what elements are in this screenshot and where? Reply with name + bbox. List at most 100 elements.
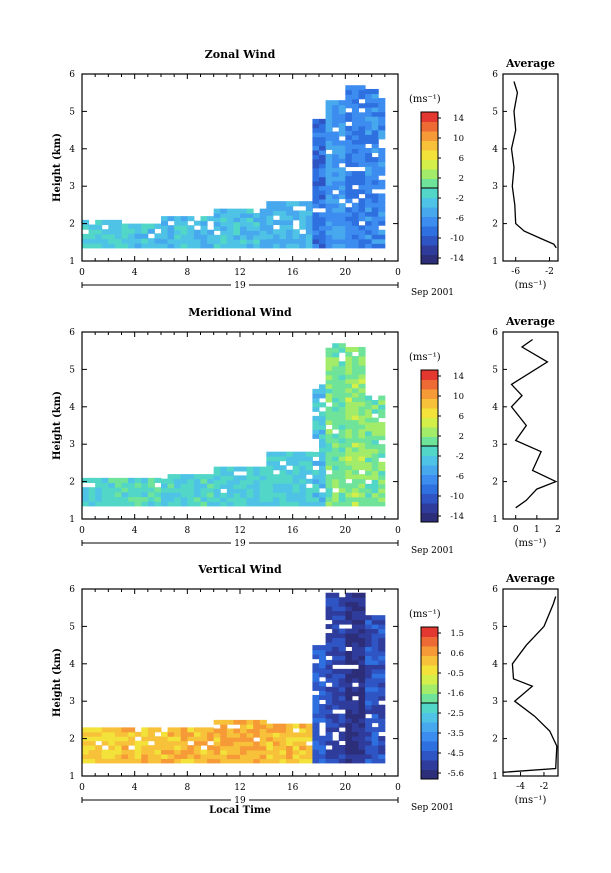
- heatmap-cell: [240, 724, 248, 730]
- heatmap-cell: [325, 731, 333, 737]
- heatmap-cell: [154, 749, 162, 755]
- heatmap-cell: [365, 193, 373, 199]
- heatmap-cell: [299, 456, 307, 462]
- heatmap-cell: [312, 239, 320, 244]
- heatmap-cell: [365, 483, 373, 489]
- heatmap-cell: [345, 700, 353, 706]
- heatmap-cell: [286, 460, 294, 466]
- heatmap-cell: [332, 615, 340, 621]
- heatmap-cell: [319, 433, 327, 439]
- heatmap-cell: [332, 144, 340, 150]
- heatmap-cell: [325, 158, 333, 164]
- heatmap-cell: [325, 221, 333, 227]
- heatmap-cell: [365, 430, 373, 436]
- heatmap-cell: [95, 219, 103, 226]
- colorbar-swatch: [421, 741, 438, 751]
- heatmap-cell: [88, 736, 96, 742]
- heatmap-cell: [371, 659, 379, 665]
- heatmap-cell: [325, 478, 333, 484]
- heatmap-cell: [338, 388, 346, 394]
- heatmap-cell: [338, 731, 346, 737]
- colorbar-swatch: [421, 693, 438, 704]
- heatmap-cell: [167, 225, 175, 231]
- heatmap-cell: [200, 220, 208, 226]
- heatmap-cell: [134, 740, 142, 746]
- heatmap-cell: [371, 107, 379, 113]
- heatmap-cell: [95, 727, 103, 733]
- heatmap-cell: [266, 215, 274, 221]
- colorbar-tick-label: -6: [456, 214, 464, 224]
- heatmap-cell: [312, 158, 320, 164]
- heatmap-cell: [365, 238, 373, 244]
- heatmap-cell: [246, 208, 254, 214]
- average-y-tick-label: 3: [492, 697, 498, 707]
- heatmap-cell: [358, 628, 366, 634]
- heatmap-cell: [371, 709, 379, 715]
- heatmap-cell: [365, 426, 373, 432]
- heatmap-cell: [193, 740, 201, 746]
- heatmap-cell: [246, 745, 254, 751]
- heatmap-cell: [312, 433, 320, 439]
- heatmap-cell: [114, 745, 122, 751]
- heatmap-cell: [299, 469, 307, 475]
- heatmap-cell: [345, 134, 353, 140]
- heatmap-cell: [240, 239, 248, 245]
- heatmap-cell: [207, 731, 215, 737]
- x-tick-label: 0: [79, 268, 85, 278]
- heatmap-cell: [358, 148, 366, 154]
- heatmap-cell: [108, 243, 116, 249]
- heatmap-cell: [345, 722, 353, 728]
- heatmap-cell: [351, 740, 359, 746]
- heatmap-cell: [338, 744, 346, 750]
- y-tick-label: 4: [69, 660, 75, 670]
- heatmap-cell: [128, 477, 136, 484]
- heatmap-cell: [312, 118, 320, 124]
- heatmap-cell: [240, 741, 248, 747]
- heatmap-cell: [200, 487, 208, 493]
- heatmap-cell: [292, 243, 300, 249]
- heatmap-cell: [259, 745, 267, 751]
- heatmap-cell: [378, 488, 386, 494]
- heatmap-cell: [174, 238, 182, 244]
- heatmap-cell: [332, 379, 340, 385]
- heatmap-cell: [371, 170, 379, 176]
- heatmap-cell: [174, 754, 182, 759]
- heatmap-cell: [345, 619, 353, 625]
- heatmap-cell: [378, 642, 386, 648]
- heatmap-cell: [299, 460, 307, 466]
- heatmap-cell: [279, 456, 287, 462]
- heatmap-cell: [358, 157, 366, 163]
- heatmap-cell: [365, 745, 373, 750]
- heatmap-cell: [338, 343, 346, 349]
- heatmap-cell: [141, 482, 149, 488]
- heatmap-cell: [292, 238, 300, 244]
- heatmap-cell: [325, 392, 333, 398]
- heatmap-cell: [82, 758, 90, 764]
- heatmap-cell: [312, 469, 320, 475]
- heatmap-cell: [226, 741, 234, 747]
- heatmap-cell: [312, 694, 320, 700]
- heatmap-cell: [312, 388, 320, 394]
- heatmap-cell: [345, 387, 353, 393]
- heatmap-cell: [141, 736, 149, 742]
- heatmap-cell: [141, 233, 149, 239]
- heatmap-cell: [101, 491, 109, 498]
- heatmap-cell: [253, 732, 261, 738]
- heatmap-cell: [167, 478, 175, 484]
- heatmap-cell: [266, 233, 274, 240]
- heatmap-cell: [345, 451, 353, 457]
- heatmap-cell: [286, 478, 294, 484]
- heatmap-cell: [319, 704, 327, 710]
- heatmap-cell: [319, 150, 327, 155]
- heatmap-cell: [358, 655, 366, 661]
- heatmap-cell: [246, 728, 254, 734]
- heatmap-cell: [207, 492, 215, 498]
- heatmap-cell: [213, 745, 221, 751]
- heatmap-cell: [305, 233, 313, 240]
- heatmap-cell: [312, 123, 320, 129]
- colorbar-swatch: [421, 235, 438, 246]
- heatmap-cell: [319, 176, 327, 182]
- heatmap-cell: [200, 234, 208, 240]
- heatmap-cell: [371, 98, 379, 104]
- heatmap-cell: [338, 460, 346, 466]
